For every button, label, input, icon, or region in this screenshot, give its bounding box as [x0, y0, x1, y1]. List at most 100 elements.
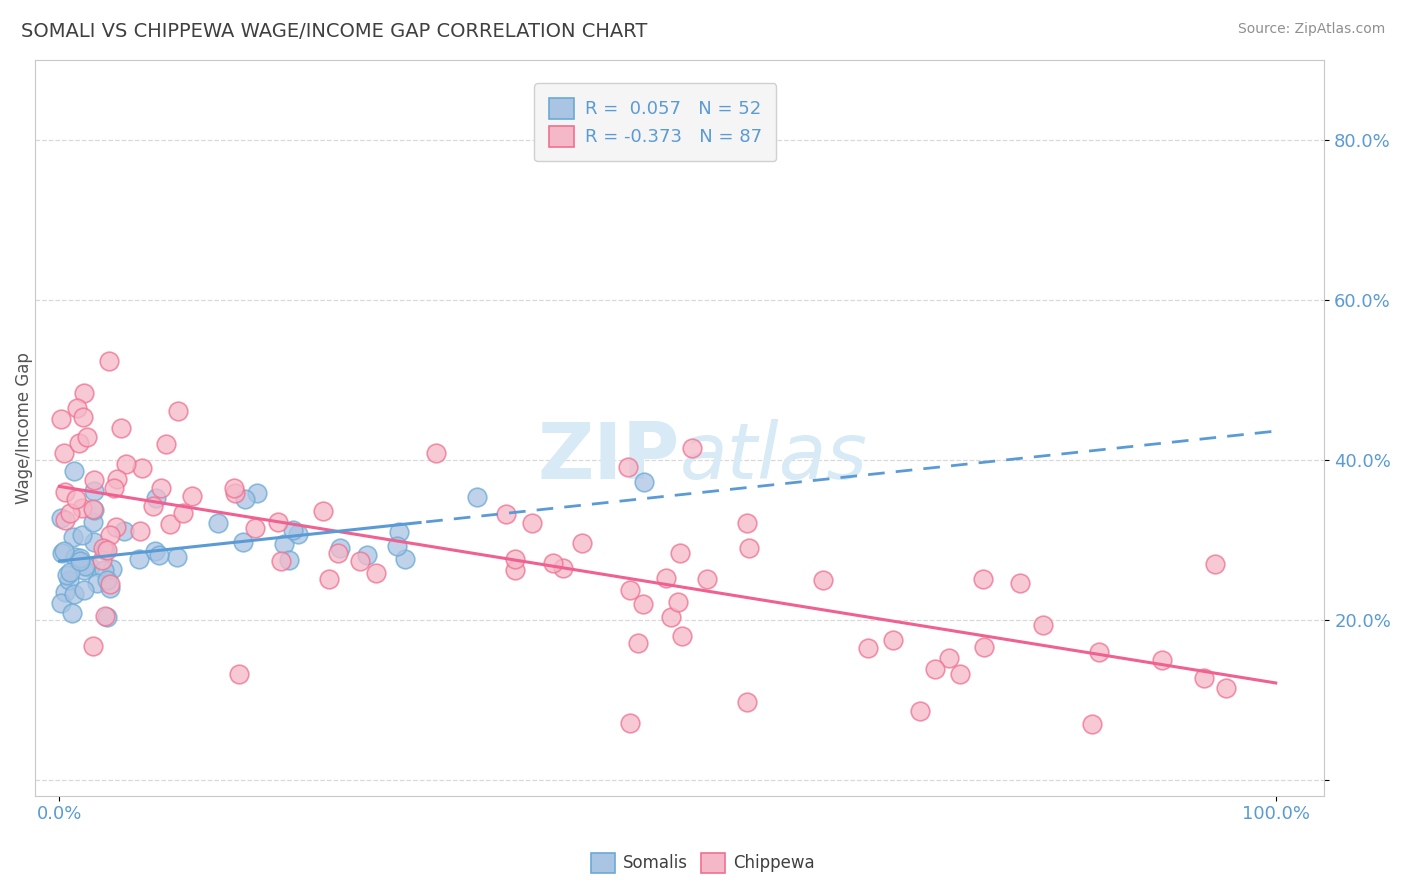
- Legend: R =  0.057   N = 52, R = -0.373   N = 87: R = 0.057 N = 52, R = -0.373 N = 87: [534, 83, 776, 161]
- Text: Source: ZipAtlas.com: Source: ZipAtlas.com: [1237, 22, 1385, 37]
- Point: [318, 572, 340, 586]
- Point: [72, 528, 94, 542]
- Point: [356, 548, 378, 562]
- Point: [659, 610, 682, 624]
- Point: [541, 556, 564, 570]
- Point: [224, 486, 246, 500]
- Point: [149, 481, 172, 495]
- Point: [93, 543, 115, 558]
- Point: [1215, 681, 1237, 695]
- Point: [243, 521, 266, 535]
- Text: SOMALI VS CHIPPEWA WAGE/INCOME GAP CORRELATION CHART: SOMALI VS CHIPPEWA WAGE/INCOME GAP CORRE…: [21, 22, 648, 41]
- Point: [83, 473, 105, 487]
- Point: [387, 525, 409, 540]
- Point: [62, 530, 84, 544]
- Point: [148, 548, 170, 562]
- Point: [83, 535, 105, 549]
- Point: [76, 430, 98, 444]
- Point: [273, 537, 295, 551]
- Point: [94, 608, 117, 623]
- Point: [66, 401, 89, 415]
- Point: [104, 520, 127, 534]
- Point: [1081, 716, 1104, 731]
- Point: [73, 563, 96, 577]
- Point: [224, 481, 246, 495]
- Point: [145, 491, 167, 505]
- Point: [86, 575, 108, 590]
- Point: [167, 404, 190, 418]
- Point: [129, 524, 152, 539]
- Point: [366, 566, 388, 581]
- Point: [83, 483, 105, 498]
- Point: [267, 515, 290, 529]
- Point: [228, 667, 250, 681]
- Point: [505, 563, 527, 577]
- Point: [1032, 618, 1054, 632]
- Point: [115, 457, 138, 471]
- Point: [96, 573, 118, 587]
- Point: [671, 629, 693, 643]
- Point: [53, 446, 76, 460]
- Point: [278, 552, 301, 566]
- Point: [62, 587, 84, 601]
- Point: [312, 504, 335, 518]
- Point: [142, 499, 165, 513]
- Point: [553, 560, 575, 574]
- Point: [735, 516, 758, 531]
- Point: [93, 563, 115, 577]
- Point: [63, 464, 86, 478]
- Point: [627, 636, 650, 650]
- Point: [58, 574, 80, 588]
- Point: [1008, 576, 1031, 591]
- Point: [811, 573, 834, 587]
- Point: [90, 553, 112, 567]
- Point: [631, 597, 654, 611]
- Point: [82, 515, 104, 529]
- Point: [69, 553, 91, 567]
- Point: [617, 459, 640, 474]
- Point: [181, 489, 204, 503]
- Point: [73, 386, 96, 401]
- Point: [287, 527, 309, 541]
- Point: [385, 539, 408, 553]
- Point: [503, 552, 526, 566]
- Point: [882, 633, 904, 648]
- Point: [655, 570, 678, 584]
- Point: [1204, 557, 1226, 571]
- Point: [60, 607, 83, 621]
- Point: [1088, 645, 1111, 659]
- Point: [59, 506, 82, 520]
- Text: ZIP: ZIP: [537, 419, 679, 495]
- Point: [246, 486, 269, 500]
- Point: [73, 582, 96, 597]
- Point: [75, 558, 97, 573]
- Point: [349, 554, 371, 568]
- Point: [571, 536, 593, 550]
- Point: [82, 502, 104, 516]
- Point: [63, 549, 86, 564]
- Point: [128, 552, 150, 566]
- Point: [49, 596, 72, 610]
- Point: [55, 567, 77, 582]
- Point: [735, 695, 758, 709]
- Point: [159, 516, 181, 531]
- Point: [910, 704, 932, 718]
- Point: [737, 541, 759, 556]
- Point: [668, 546, 690, 560]
- Point: [329, 541, 352, 555]
- Point: [98, 581, 121, 595]
- Point: [973, 640, 995, 654]
- Point: [98, 577, 121, 591]
- Point: [270, 553, 292, 567]
- Point: [70, 501, 93, 516]
- Point: [69, 551, 91, 566]
- Point: [233, 491, 256, 506]
- Point: [143, 543, 166, 558]
- Point: [972, 572, 994, 586]
- Text: atlas: atlas: [679, 419, 868, 495]
- Point: [619, 716, 641, 731]
- Point: [949, 666, 972, 681]
- Legend: Somalis, Chippewa: Somalis, Chippewa: [585, 847, 821, 880]
- Point: [52, 543, 75, 558]
- Point: [110, 420, 132, 434]
